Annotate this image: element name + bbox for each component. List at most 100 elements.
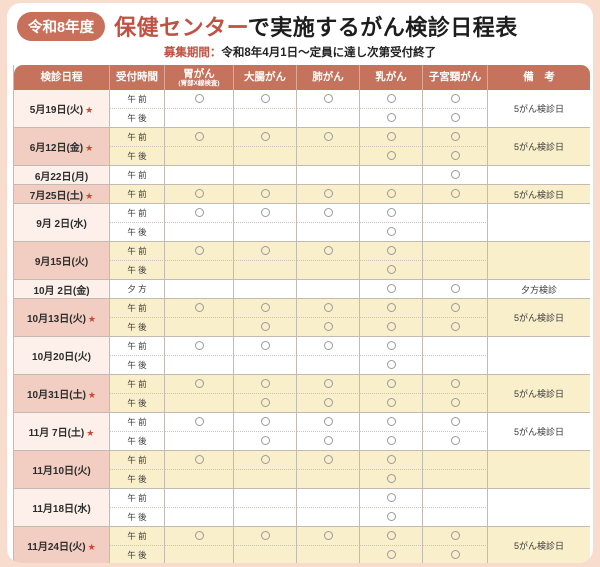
check-cell-cervical (423, 526, 488, 545)
check-cell-cervical (423, 203, 488, 222)
check-cell-cervical (423, 412, 488, 431)
date-cell: 6月12日(金) ★ (14, 127, 110, 165)
check-cell-cervical (423, 431, 488, 450)
check-cell-colorectal (234, 374, 297, 393)
check-cell-colorectal (234, 146, 297, 165)
time-cell: 午 前 (110, 127, 165, 146)
recruitment-period-text: 令和8年4月1日～定員に達し次第受付終了 (221, 47, 437, 59)
available-circle-icon (194, 455, 204, 465)
check-cell-cervical (423, 317, 488, 336)
check-cell-stomach (165, 469, 234, 488)
check-cell-colorectal (234, 412, 297, 431)
time-cell: 午 後 (110, 545, 165, 563)
star-icon: ★ (87, 314, 96, 324)
check-cell-stomach (165, 146, 234, 165)
check-cell-breast (360, 412, 423, 431)
check-cell-colorectal (234, 317, 297, 336)
date-label: 9月15日(火) (34, 257, 89, 268)
check-cell-stomach (165, 165, 234, 184)
schedule-row: 9月15日(火) 午 前 (14, 241, 590, 279)
available-circle-icon (260, 455, 270, 465)
check-cell-stomach (165, 127, 234, 146)
check-cell-lung (297, 488, 360, 507)
available-circle-icon (323, 398, 333, 408)
check-cell-lung (297, 412, 360, 431)
available-circle-icon (260, 132, 270, 142)
check-cell-breast (360, 545, 423, 563)
star-icon: ★ (87, 390, 96, 400)
check-cell-colorectal (234, 90, 297, 108)
schedule-row: 午 後 (14, 260, 590, 279)
check-cell-lung (297, 393, 360, 412)
date-label: 6月22日(月) (34, 171, 89, 183)
time-cell: 午 前 (110, 336, 165, 355)
check-cell-cervical (423, 488, 488, 507)
col-header-label: 受付時間 (116, 71, 158, 83)
check-cell-stomach (165, 184, 234, 203)
remark-cell: 5がん検診日 (488, 298, 590, 336)
available-circle-icon (194, 531, 204, 541)
check-cell-breast (360, 336, 423, 355)
check-cell-lung (297, 469, 360, 488)
time-cell: 午 後 (110, 469, 165, 488)
check-cell-colorectal (234, 260, 297, 279)
year-badge: 令和8年度 (17, 11, 106, 41)
page-title: 保健センターで実施するがん検診日程表 (114, 10, 518, 42)
schedule-row: 午 後 (14, 355, 590, 374)
time-cell: 午 前 (110, 90, 165, 108)
available-circle-icon (386, 132, 396, 142)
available-circle-icon (386, 94, 396, 104)
remark-cell: 5がん検診日 (488, 412, 590, 450)
check-cell-stomach (165, 279, 234, 298)
available-circle-icon (323, 303, 333, 313)
schedule-row: 午 後 (14, 507, 590, 526)
available-circle-icon (386, 303, 396, 313)
available-circle-icon (323, 322, 333, 332)
available-circle-icon (260, 531, 270, 541)
date-cell: 11月24日(火) ★ (14, 526, 110, 563)
recruitment-period: 募集期間：令和8年4月1日～定員に達し次第受付終了 (7, 44, 593, 60)
check-cell-lung (297, 336, 360, 355)
schedule-row: 11月18日(水) 午 前 (14, 488, 590, 526)
date-label: 6月12日(金) (29, 143, 84, 154)
available-circle-icon (450, 436, 460, 446)
check-cell-colorectal (234, 127, 297, 146)
time-cell: 午 前 (110, 526, 165, 545)
available-circle-icon (194, 303, 204, 313)
check-cell-cervical (423, 469, 488, 488)
available-circle-icon (323, 341, 333, 351)
check-cell-stomach (165, 412, 234, 431)
check-cell-colorectal (234, 336, 297, 355)
check-cell-breast (360, 146, 423, 165)
check-cell-stomach (165, 393, 234, 412)
remark-cell (488, 203, 590, 241)
check-cell-cervical (423, 241, 488, 260)
time-cell: 午 前 (110, 165, 165, 184)
page-header: 令和8年度 保健センターで実施するがん検診日程表 (7, 3, 593, 43)
schedule-row: 午 後 (14, 317, 590, 336)
schedule-row: 午 後 (14, 222, 590, 241)
check-cell-lung (297, 355, 360, 374)
time-cell: 午 後 (110, 146, 165, 165)
available-circle-icon (194, 341, 204, 351)
col-header-breast: 乳がん (360, 65, 423, 90)
available-circle-icon (386, 512, 396, 522)
available-circle-icon (450, 284, 460, 294)
available-circle-icon (450, 151, 460, 161)
available-circle-icon (450, 132, 460, 142)
check-cell-cervical (423, 450, 488, 469)
date-label: 9月 2日(水) (36, 219, 87, 230)
remark-cell: 5がん検診日 (488, 184, 590, 203)
available-circle-icon (450, 322, 460, 332)
available-circle-icon (450, 417, 460, 427)
time-cell: 午 前 (110, 488, 165, 507)
remark-cell: 5がん検診日 (488, 526, 590, 563)
check-cell-colorectal (234, 526, 297, 545)
check-cell-stomach (165, 241, 234, 260)
check-cell-stomach (165, 374, 234, 393)
time-cell: 午 後 (110, 431, 165, 450)
available-circle-icon (194, 379, 204, 389)
schedule-row: 9月 2日(水) 午 前 (14, 203, 590, 241)
col-header-colorectal: 大腸がん (234, 65, 297, 90)
available-circle-icon (386, 493, 396, 503)
